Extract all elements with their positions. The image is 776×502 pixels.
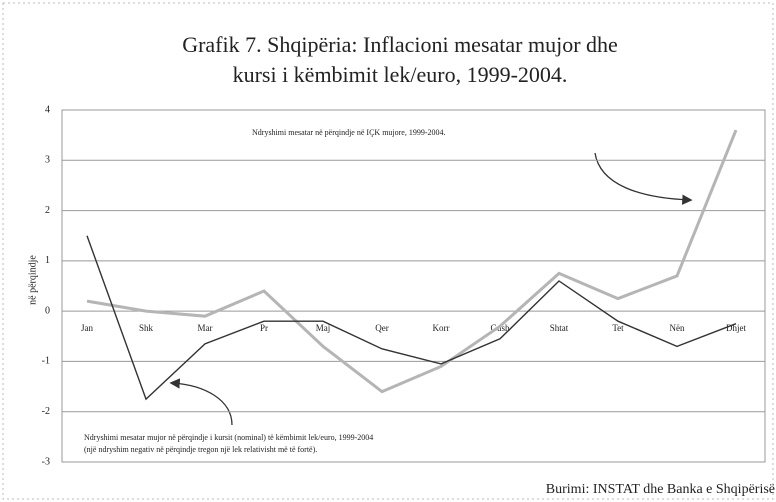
x-tick-label: Maj — [316, 323, 331, 333]
y-tick-label: 0 — [45, 305, 50, 316]
x-tick-label: Mar — [198, 323, 213, 333]
y-tick-label: 2 — [45, 205, 50, 216]
series-line — [86, 235, 737, 401]
annotation: (një ndryshim negativ në përqindje trego… — [84, 445, 317, 454]
y-tick-label: -2 — [42, 406, 50, 417]
y-tick-label: 4 — [45, 104, 50, 115]
plot-frame — [61, 109, 766, 463]
y-tick-label: -3 — [42, 456, 50, 467]
x-tick-label: Gush — [490, 323, 510, 333]
x-tick-label: Tet — [612, 323, 624, 333]
chart-subtitle: kursi i këmbimit lek/euro, 1999-2004. — [233, 62, 568, 87]
x-tick-label: Qer — [375, 323, 389, 333]
x-tick-label: Jan — [81, 323, 93, 333]
y-axis-label: në përqindje — [27, 255, 38, 305]
x-tick-label: Korr — [433, 323, 450, 333]
y-tick-label: 1 — [45, 255, 50, 266]
arrow — [594, 152, 693, 205]
annotation: Ndryshimi mesatar mujor në përqindje i k… — [84, 433, 373, 442]
y-tick-label: 3 — [45, 155, 50, 166]
x-tick-label: Shtat — [550, 323, 569, 333]
x-tick-label: Nën — [670, 323, 685, 333]
x-tick-label: Shk — [139, 323, 154, 333]
arrow — [169, 378, 233, 426]
x-tick-label: Dhjet — [726, 323, 746, 333]
source: Burimi: INSTAT dhe Banka e Shqipërisë — [546, 482, 775, 497]
chart-title: Grafik 7. Shqipëria: Inflacioni mesatar … — [182, 32, 618, 57]
annotation: Ndryshimi mesatar në përqindje në IÇK mu… — [252, 128, 446, 137]
y-tick-label: -1 — [42, 356, 50, 367]
x-tick-label: Pr — [260, 323, 268, 333]
series-line — [86, 129, 738, 394]
